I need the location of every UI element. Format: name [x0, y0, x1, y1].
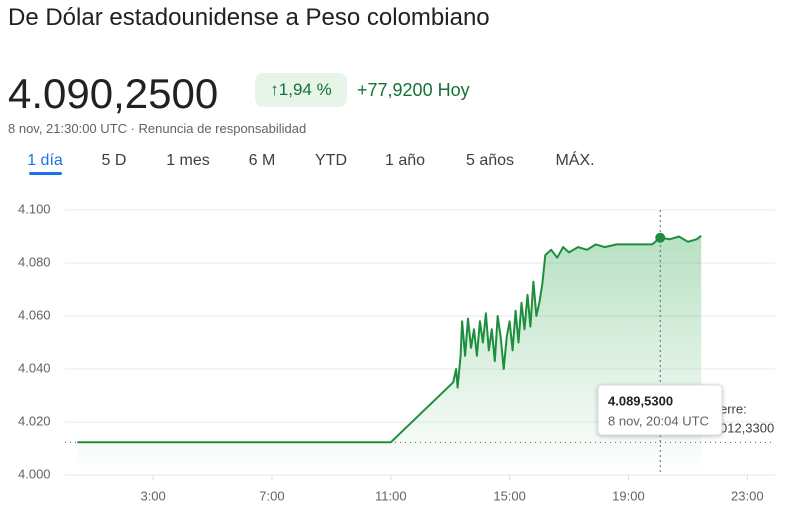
- x-tick-label: 7:00: [259, 488, 284, 503]
- previous-close-value: 012,3300: [720, 420, 774, 435]
- y-tick-label: 4.080: [18, 254, 51, 269]
- tab[interactable]: 6 M: [248, 152, 276, 169]
- tab[interactable]: YTD: [315, 152, 347, 169]
- tooltip-time: 8 nov, 20:04 UTC: [608, 413, 709, 428]
- change-percent: 1,94 %: [278, 80, 332, 99]
- tab-underline: [29, 172, 62, 175]
- tab[interactable]: MÁX.: [555, 152, 595, 169]
- line: [77, 235, 702, 444]
- tab[interactable]: 5 D: [101, 152, 127, 169]
- x-tick-label: 11:00: [375, 488, 407, 503]
- change: +77,9200 Hoy: [357, 80, 470, 100]
- y-tick-label: 4.000: [18, 466, 51, 481]
- tab[interactable]: 1 año: [384, 152, 426, 169]
- x-tick-label: 15:00: [493, 488, 526, 503]
- y-tick-label: 4.020: [18, 413, 51, 428]
- change-badge: ↑1,94 %: [255, 73, 347, 107]
- x-tick-label: 23:00: [731, 488, 764, 503]
- arrow-icon: ↑: [270, 80, 279, 99]
- area: [77, 235, 702, 475]
- tooltip-box: [597, 384, 723, 436]
- subtitle: 8 nov, 21:30:00 UTC · Renuncia de respon…: [8, 121, 307, 136]
- hover-point: [655, 232, 666, 243]
- tab[interactable]: 1 día: [27, 152, 63, 169]
- y-tick-label: 4.060: [18, 307, 51, 322]
- price: 4.090,2500: [8, 70, 219, 117]
- title: De Dólar estadounidense a Peso colombian…: [8, 4, 490, 31]
- tooltip: 4.089,5300 8 nov, 20:04 UTC: [597, 384, 723, 436]
- y-tick-label: 4.100: [18, 201, 51, 216]
- tooltip-value: 4.089,5300: [608, 393, 673, 408]
- tab[interactable]: 1 mes: [166, 152, 210, 169]
- y-tick-label: 4.040: [18, 360, 51, 375]
- previous-close-label: erre:: [720, 401, 747, 416]
- x-tick-label: 3:00: [140, 488, 165, 503]
- x-tick-label: 19:00: [612, 488, 645, 503]
- tab[interactable]: 5 años: [465, 152, 515, 169]
